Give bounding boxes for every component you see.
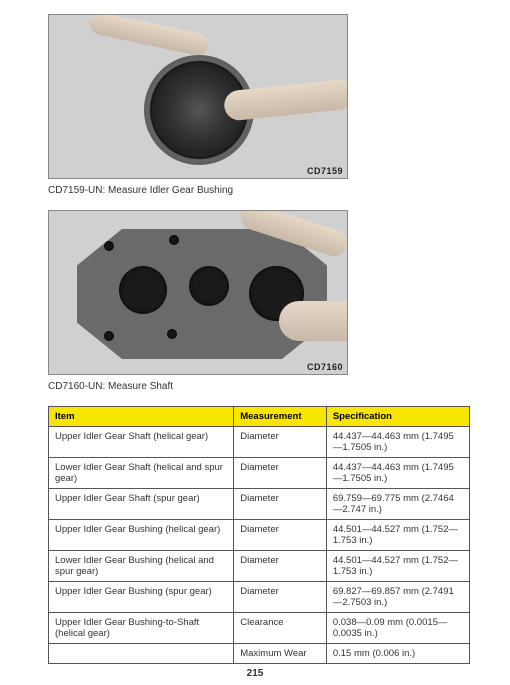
table-row: Upper Idler Gear Bushing (helical gear) … [49,520,470,551]
cell-item: Upper Idler Gear Bushing (spur gear) [49,582,234,613]
cell-measurement: Diameter [234,520,327,551]
figure-code-label: CD7159 [307,166,343,176]
cell-measurement: Diameter [234,582,327,613]
cell-item: Upper Idler Gear Bushing (helical gear) [49,520,234,551]
cell-spec: 44.501—44.527 mm (1.752—1.753 in.) [326,551,469,582]
cell-measurement: Maximum Wear [234,644,327,664]
hole-shape [167,329,177,339]
cell-spec: 44.501—44.527 mm (1.752—1.753 in.) [326,520,469,551]
cell-spec: 69.759—69.775 mm (2.7464—2.747 in.) [326,489,469,520]
cell-item: Lower Idler Gear Bushing (helical and sp… [49,551,234,582]
hand-shape [88,14,210,57]
cell-measurement: Diameter [234,427,327,458]
cell-item: Upper Idler Gear Bushing-to-Shaft (helic… [49,613,234,644]
cell-spec: 44.437—44.463 mm (1.7495—1.7505 in.) [326,458,469,489]
hole-shape [189,266,229,306]
hole-shape [104,331,114,341]
cell-measurement: Diameter [234,551,327,582]
col-header-measurement: Measurement [234,407,327,427]
cell-spec: 69.827—69.857 mm (2.7491—2.7503 in.) [326,582,469,613]
table-row: Upper Idler Gear Shaft (spur gear) Diame… [49,489,470,520]
table-row: Upper Idler Gear Bushing (spur gear) Dia… [49,582,470,613]
cell-item: Lower Idler Gear Shaft (helical and spur… [49,458,234,489]
cell-item: Upper Idler Gear Shaft (helical gear) [49,427,234,458]
table-row: Upper Idler Gear Bushing-to-Shaft (helic… [49,613,470,644]
hand-shape [279,301,348,341]
cell-spec: 0.038—0.09 mm (0.0015—0.0035 in.) [326,613,469,644]
page-number: 215 [0,668,510,679]
hole-shape [119,266,167,314]
cell-item [49,644,234,664]
cell-item: Upper Idler Gear Shaft (spur gear) [49,489,234,520]
figure-caption: CD7159-UN: Measure Idler Gear Bushing [48,185,470,196]
table-row: Lower Idler Gear Bushing (helical and sp… [49,551,470,582]
cell-spec: 44.437—44.463 mm (1.7495—1.7505 in.) [326,427,469,458]
table-row: Lower Idler Gear Shaft (helical and spur… [49,458,470,489]
figure-code-label: CD7160 [307,362,343,372]
figure-measure-idler-gear-bushing: CD7159 [48,14,348,179]
table-header-row: Item Measurement Specification [49,407,470,427]
figure-caption: CD7160-UN: Measure Shaft [48,381,470,392]
col-header-item: Item [49,407,234,427]
cell-measurement: Diameter [234,489,327,520]
figure-measure-shaft: CD7160 [48,210,348,375]
cell-measurement: Diameter [234,458,327,489]
cell-measurement: Clearance [234,613,327,644]
hole-shape [169,235,179,245]
table-row: Maximum Wear 0.15 mm (0.006 in.) [49,644,470,664]
hole-shape [104,241,114,251]
col-header-specification: Specification [326,407,469,427]
specification-table: Item Measurement Specification Upper Idl… [48,406,470,664]
cell-spec: 0.15 mm (0.006 in.) [326,644,469,664]
table-row: Upper Idler Gear Shaft (helical gear) Di… [49,427,470,458]
